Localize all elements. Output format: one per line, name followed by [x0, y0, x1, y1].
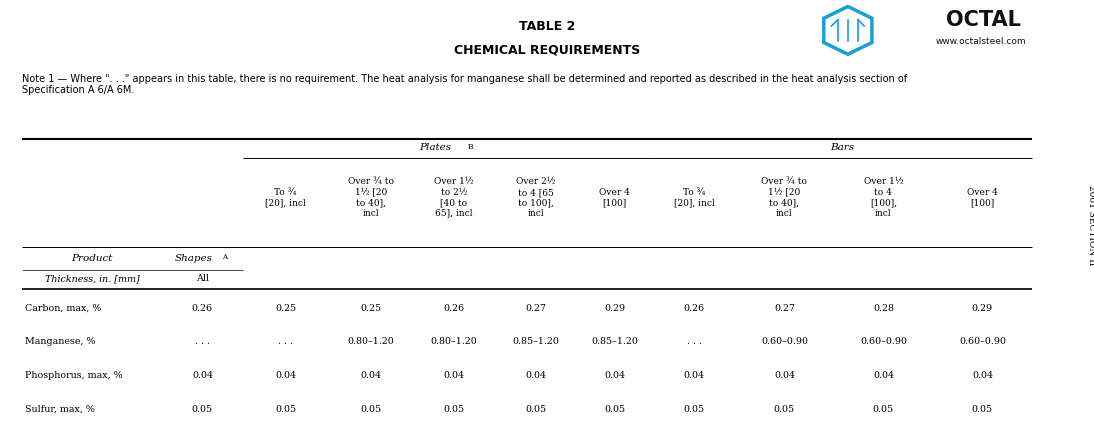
- Text: Over 4
[100]: Over 4 [100]: [967, 188, 998, 207]
- Text: Product: Product: [71, 254, 113, 263]
- Text: Over 4
[100]: Over 4 [100]: [600, 188, 630, 207]
- Text: Bars: Bars: [830, 143, 854, 152]
- Text: Plates: Plates: [419, 143, 451, 152]
- Text: Manganese, %: Manganese, %: [25, 338, 95, 346]
- Text: B: B: [468, 143, 474, 151]
- Text: 0.04: 0.04: [525, 372, 546, 380]
- Text: 0.04: 0.04: [443, 372, 465, 380]
- Text: 0.05: 0.05: [971, 405, 993, 414]
- Text: Shapes: Shapes: [175, 254, 212, 263]
- Text: 0.25: 0.25: [275, 304, 296, 312]
- Text: 0.04: 0.04: [971, 372, 993, 380]
- Text: 2001 SECTION II: 2001 SECTION II: [1087, 185, 1094, 266]
- Text: 0.60–0.90: 0.60–0.90: [959, 338, 1005, 346]
- Text: Over 1½
to 2½
[40 to
65], incl: Over 1½ to 2½ [40 to 65], incl: [434, 178, 474, 217]
- Text: 0.80–1.20: 0.80–1.20: [431, 338, 477, 346]
- Text: 0.26: 0.26: [684, 304, 705, 312]
- Text: 0.05: 0.05: [191, 405, 213, 414]
- Text: 0.05: 0.05: [360, 405, 382, 414]
- Text: 0.04: 0.04: [604, 372, 626, 380]
- Text: Sulfur, max, %: Sulfur, max, %: [25, 405, 95, 414]
- Text: 0.05: 0.05: [684, 405, 705, 414]
- Text: 0.05: 0.05: [443, 405, 465, 414]
- Text: 0.27: 0.27: [525, 304, 546, 312]
- Text: 0.04: 0.04: [773, 372, 795, 380]
- Text: www.octalsteel.com: www.octalsteel.com: [935, 37, 1026, 46]
- Text: 0.05: 0.05: [604, 405, 626, 414]
- Text: 0.04: 0.04: [360, 372, 382, 380]
- Text: 0.04: 0.04: [873, 372, 894, 380]
- Text: 0.29: 0.29: [971, 304, 993, 312]
- Text: Over ¾ to
1½ [20
to 40],
incl: Over ¾ to 1½ [20 to 40], incl: [761, 178, 807, 217]
- Text: 0.27: 0.27: [773, 304, 795, 312]
- Text: Over 2½
to 4 [65
to 100],
incl: Over 2½ to 4 [65 to 100], incl: [515, 178, 556, 217]
- Text: 0.05: 0.05: [873, 405, 894, 414]
- Text: 0.29: 0.29: [604, 304, 626, 312]
- Text: 0.26: 0.26: [443, 304, 465, 312]
- Text: 0.04: 0.04: [275, 372, 296, 380]
- Text: 0.80–1.20: 0.80–1.20: [348, 338, 394, 346]
- Text: Carbon, max, %: Carbon, max, %: [25, 304, 102, 312]
- Text: 0.04: 0.04: [191, 372, 213, 380]
- Text: A: A: [222, 253, 228, 261]
- Text: 0.04: 0.04: [684, 372, 705, 380]
- Text: 0.60–0.90: 0.60–0.90: [860, 338, 907, 346]
- Text: . . .: . . .: [278, 338, 293, 346]
- Text: All: All: [196, 274, 209, 283]
- Text: TABLE 2: TABLE 2: [519, 20, 575, 33]
- Text: To ¾
[20], incl: To ¾ [20], incl: [265, 188, 306, 207]
- Text: 0.05: 0.05: [773, 405, 795, 414]
- Text: Over ¾ to
1½ [20
to 40],
incl: Over ¾ to 1½ [20 to 40], incl: [348, 178, 394, 217]
- Text: Over 1½
to 4
[100],
incl: Over 1½ to 4 [100], incl: [863, 178, 904, 217]
- Text: 0.05: 0.05: [525, 405, 546, 414]
- Text: 0.28: 0.28: [873, 304, 894, 312]
- Text: 0.05: 0.05: [275, 405, 296, 414]
- Text: 0.60–0.90: 0.60–0.90: [761, 338, 807, 346]
- Text: 0.26: 0.26: [191, 304, 213, 312]
- Text: . . .: . . .: [195, 338, 210, 346]
- Text: CHEMICAL REQUIREMENTS: CHEMICAL REQUIREMENTS: [454, 43, 640, 56]
- Text: 0.85–1.20: 0.85–1.20: [512, 338, 559, 346]
- Text: To ¾
[20], incl: To ¾ [20], incl: [674, 188, 714, 207]
- Text: Thickness, in. [mm]: Thickness, in. [mm]: [45, 274, 139, 283]
- Text: Phosphorus, max, %: Phosphorus, max, %: [25, 372, 123, 380]
- Text: OCTAL: OCTAL: [946, 10, 1021, 30]
- Text: 0.25: 0.25: [360, 304, 382, 312]
- Text: Note 1 — Where ". . ." appears in this table, there is no requirement. The heat : Note 1 — Where ". . ." appears in this t…: [22, 74, 907, 95]
- Text: 0.85–1.20: 0.85–1.20: [592, 338, 638, 346]
- Text: . . .: . . .: [687, 338, 701, 346]
